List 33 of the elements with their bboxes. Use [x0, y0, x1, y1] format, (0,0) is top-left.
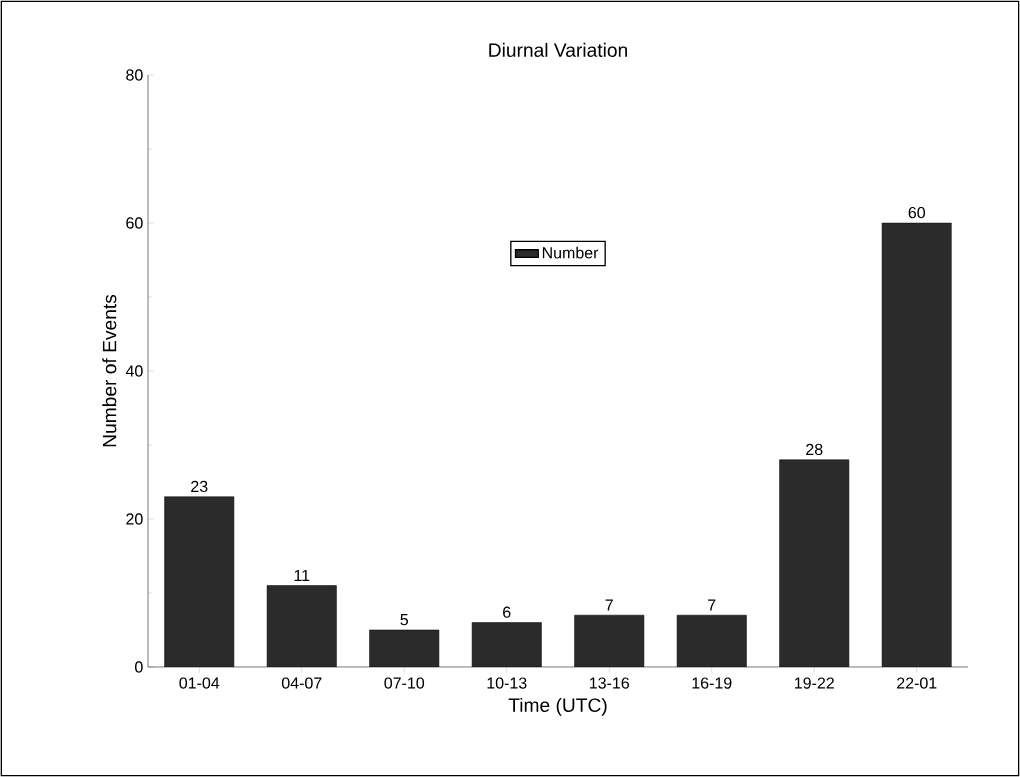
y-tick-label: 20 — [126, 513, 143, 525]
x-tick-label: 10-13 — [487, 677, 527, 689]
data-label: 7 — [605, 599, 613, 611]
data-label: 6 — [503, 606, 511, 618]
bar — [267, 585, 337, 667]
bar — [881, 222, 952, 667]
data-label: 28 — [806, 443, 823, 456]
data-label: 11 — [294, 569, 310, 581]
x-tick-label: 07-10 — [384, 677, 425, 689]
x-axis-title: Time (UTC) — [508, 697, 607, 716]
y-tick-label: 80 — [126, 69, 143, 81]
bar — [574, 615, 644, 667]
x-tick-label: 19-22 — [795, 677, 834, 689]
bar — [779, 459, 849, 667]
bar — [369, 629, 439, 667]
y-axis-title: Number of Events — [102, 294, 117, 447]
x-tick-label: 04-07 — [281, 677, 322, 689]
y-tick-label: 60 — [126, 217, 143, 229]
legend-label: Number — [542, 246, 599, 259]
x-tick-label: 22-01 — [897, 677, 937, 689]
y-tick-label: 0 — [135, 661, 143, 673]
y-tick-label: 40 — [125, 365, 143, 377]
data-label: 60 — [908, 206, 926, 219]
data-label: 7 — [708, 599, 716, 611]
bar — [164, 496, 234, 667]
data-label: 5 — [400, 614, 409, 626]
chart-title: Diurnal Variation — [489, 42, 627, 57]
bar — [472, 622, 542, 667]
x-tick-label: 16-19 — [692, 677, 732, 689]
x-tick-label: 13-16 — [590, 677, 629, 689]
x-tick-label: 01-04 — [179, 677, 220, 689]
data-label: 23 — [191, 480, 208, 493]
bar — [677, 615, 747, 667]
